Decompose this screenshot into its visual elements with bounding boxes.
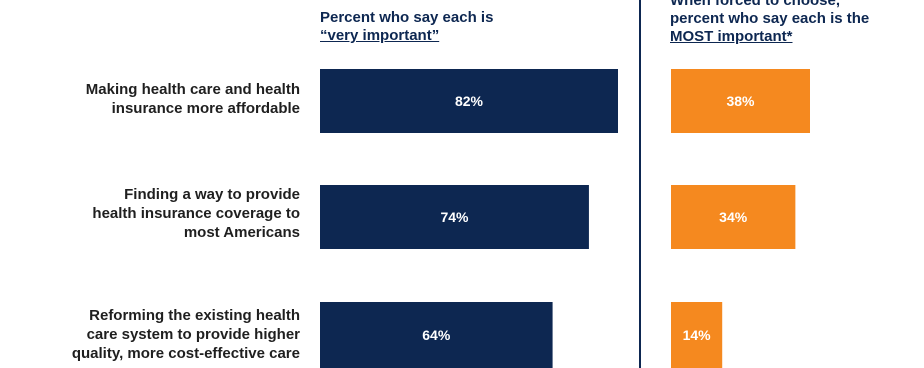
category-line: Reforming the existing health [89,307,300,324]
left-header-line2: “very important” [320,27,440,44]
bar-most-important-3 [671,302,723,368]
category-label-affordable: Making health care and health insurance … [0,80,300,118]
bar-very-important-3 [320,302,553,368]
category-label-reforming: Reforming the existing health care syste… [0,306,300,363]
bar-value-label-most-important-3: 14% [683,327,712,343]
right-header-line3: MOST important* [670,28,793,45]
panel-divider [639,0,641,368]
bar-very-important-2 [320,185,589,249]
left-header-line1: Percent who say each is [320,9,494,26]
bar-value-label-most-important-2: 34% [719,209,748,225]
category-line: insurance more affordable [111,100,300,117]
category-label-coverage: Finding a way to provide health insuranc… [0,185,300,242]
bar-value-label-very-important-1: 82% [455,93,484,109]
right-header-line1: When forced to choose, [670,0,841,9]
bar-value-label-very-important-2: 74% [440,209,469,225]
category-line: Making health care and health [85,81,300,98]
bar-most-important-2 [671,185,796,249]
bar-value-label-very-important-3: 64% [422,327,451,343]
category-line: most Americans [183,224,300,241]
left-panel-header: Percent who say each is “very important” [320,9,570,45]
category-line: quality, more cost-effective care [71,345,300,362]
category-line: care system to provide higher [86,326,300,343]
bar-most-important-1 [671,69,810,133]
right-header-line2: percent who say each is the [670,10,870,27]
bar-value-label-most-important-1: 38% [726,93,755,109]
category-line: Finding a way to provide [124,186,300,203]
category-line: health insurance coverage to [92,205,300,222]
bar-very-important-1 [320,69,618,133]
right-panel-header: When forced to choose, percent who say e… [670,0,924,46]
